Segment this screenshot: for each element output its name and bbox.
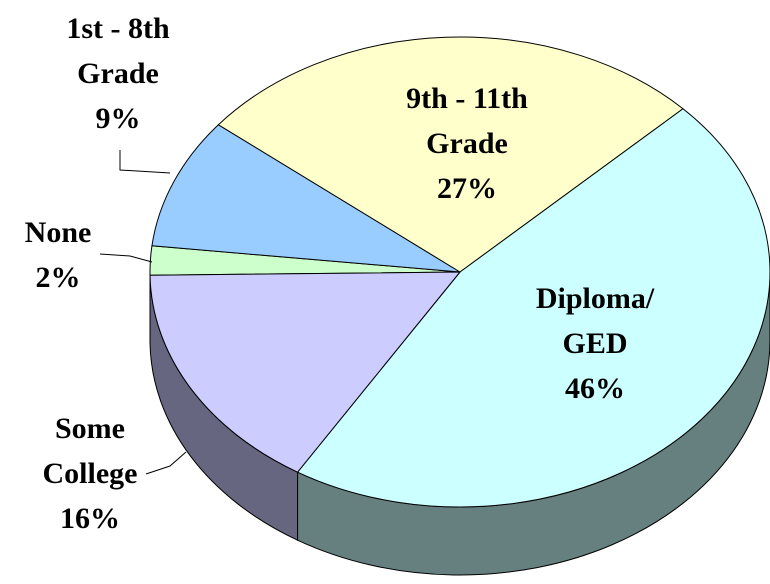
slice xyxy=(217,36,684,273)
value-label: 27% xyxy=(437,172,497,205)
leader-line xyxy=(119,150,171,174)
category-label: 1st - 8th Grade xyxy=(66,12,170,90)
category-label: None xyxy=(24,216,92,249)
value-label: 2% xyxy=(35,261,81,294)
category-label: Some College xyxy=(42,412,138,490)
slice xyxy=(149,271,462,473)
slice-label: 1st - 8th Grade 9% xyxy=(43,6,193,141)
category-label: 9th - 11th Grade xyxy=(406,82,528,160)
slice-label: None 2% xyxy=(18,210,98,300)
value-label: 16% xyxy=(60,502,120,535)
leader-line xyxy=(145,451,187,475)
slice xyxy=(151,124,461,273)
category-label: Diploma/ GED xyxy=(535,282,655,360)
slice-label: 9th - 11th Grade 27% xyxy=(382,76,552,211)
value-label: 46% xyxy=(565,372,625,405)
leader-line xyxy=(99,253,153,263)
slice xyxy=(296,108,770,508)
value-label: 9% xyxy=(95,102,141,135)
slice-label: Some College 16% xyxy=(20,406,160,541)
slice-label: Diploma/ GED 46% xyxy=(520,276,670,411)
